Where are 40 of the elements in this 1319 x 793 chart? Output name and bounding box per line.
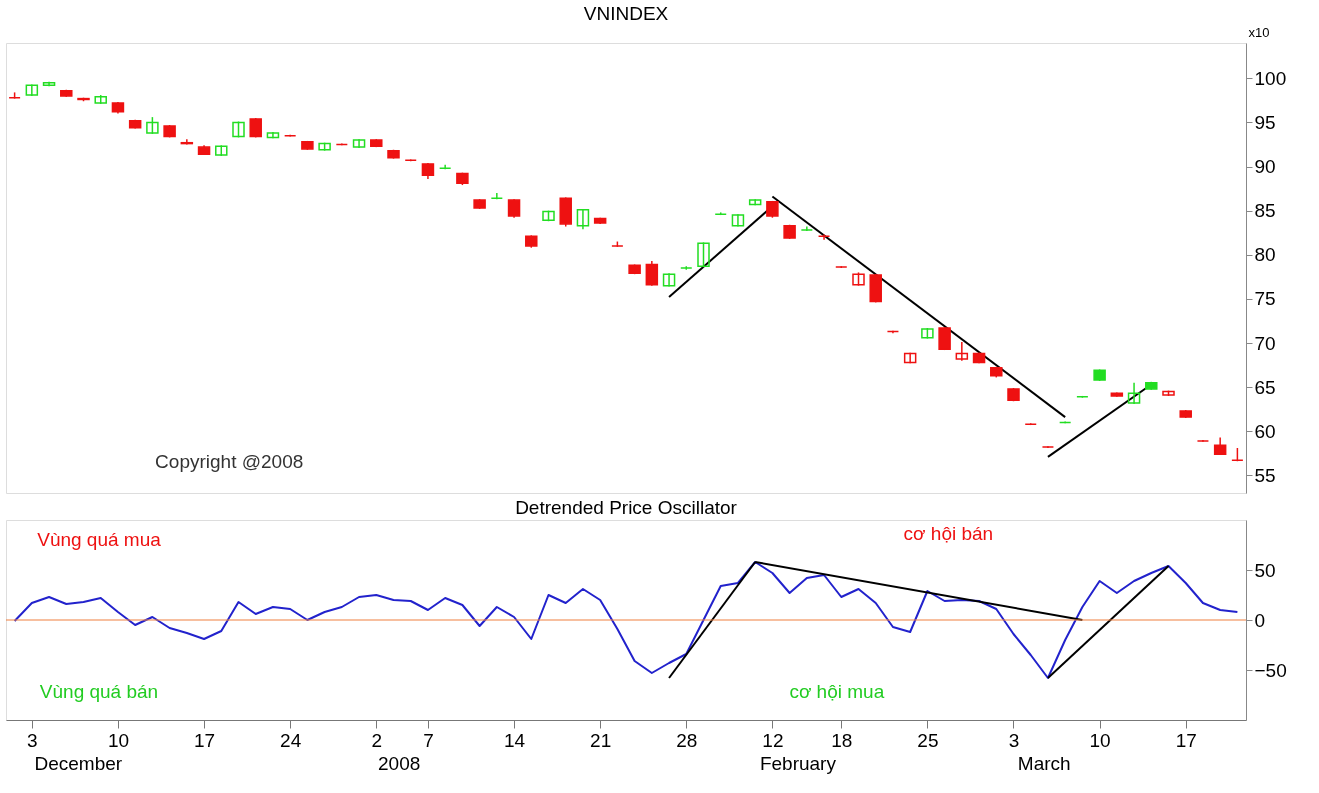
annotation: Copyright @2008 — [155, 450, 304, 472]
annotation: cơ hội mua — [789, 681, 885, 702]
x-tick-label: 14 — [503, 729, 526, 751]
y-tick-label: 75 — [1254, 288, 1276, 310]
x-tick-label: 10 — [1089, 729, 1111, 751]
x-tick-label: 21 — [590, 729, 612, 751]
x-tick-label: 24 — [280, 729, 302, 751]
x-tick-label: 3 — [1008, 729, 1020, 751]
text: February — [759, 753, 837, 774]
y-tick-label: 90 — [1254, 156, 1276, 178]
y-tick-label: 95 — [1254, 111, 1276, 133]
chart-title: VNINDEX — [583, 3, 669, 24]
y-tick-label: 0 — [1254, 609, 1266, 631]
y-tick-label: 100 — [1254, 67, 1287, 89]
y-tick-label: 65 — [1254, 376, 1276, 398]
y-axis-title: x10 — [1248, 24, 1270, 40]
x-tick-label: 3 — [27, 729, 38, 751]
y-tick-label: 85 — [1254, 200, 1276, 222]
y-tick-label: 55 — [1254, 464, 1276, 486]
x-tick-label: 10 — [107, 729, 130, 751]
x-tick-label: 2 — [371, 729, 383, 751]
x-tick-label: 18 — [831, 729, 853, 751]
x-tick-label: 28 — [676, 729, 698, 751]
x-tick-label: 17 — [193, 729, 216, 751]
y-tick-label: 60 — [1254, 420, 1276, 442]
annotation: cơ hội bán — [903, 523, 994, 544]
x-tick-label: 12 — [762, 729, 784, 751]
chart-title: Detrended Price Oscillator — [515, 497, 738, 518]
x-tick-label: 17 — [1175, 729, 1197, 751]
y-tick-label: 70 — [1254, 332, 1276, 354]
text: March — [1017, 753, 1071, 774]
text: December — [34, 753, 123, 774]
y-tick-label: 50 — [1254, 559, 1276, 581]
y-tick-label: −50 — [1254, 659, 1287, 681]
annotation: Vùng quá mua — [37, 529, 162, 550]
x-tick-label: 7 — [423, 729, 434, 751]
x-tick-label: 25 — [917, 729, 939, 751]
text: 2008 — [378, 753, 421, 774]
y-tick-label: 80 — [1254, 244, 1276, 266]
annotation: Vùng quá bán — [39, 681, 159, 702]
